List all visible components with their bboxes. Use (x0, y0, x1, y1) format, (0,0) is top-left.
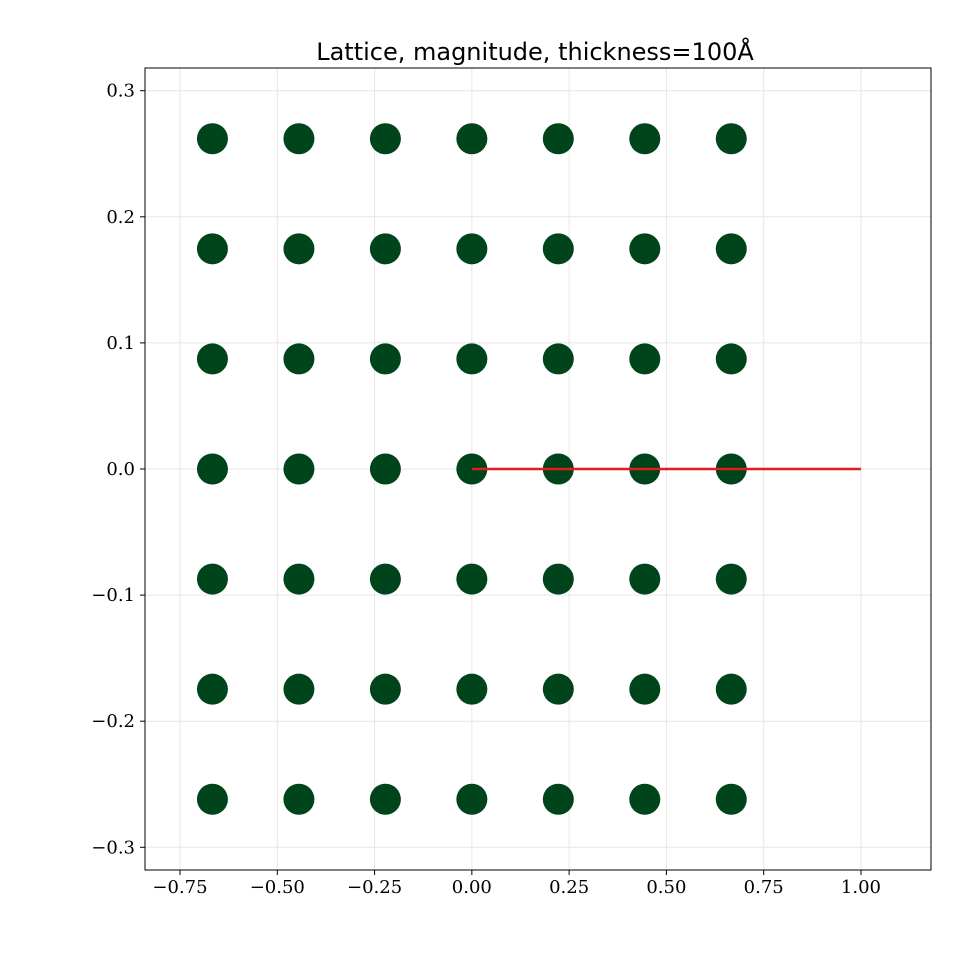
chart-title: Lattice, magnitude, thickness=100Å (316, 37, 754, 66)
lattice-point (283, 233, 315, 265)
lattice-point (456, 233, 488, 265)
x-tick-label: 0.00 (452, 877, 492, 898)
lattice-point (542, 673, 574, 705)
lattice-point (283, 673, 315, 705)
y-tick-label: 0.0 (106, 459, 135, 480)
y-tick-label: 0.3 (106, 81, 135, 102)
lattice-point (196, 453, 228, 485)
lattice-point (456, 123, 488, 155)
lattice-point (283, 343, 315, 375)
lattice-point (629, 563, 661, 595)
lattice-point (369, 673, 401, 705)
lattice-point (283, 123, 315, 155)
y-tick-label: −0.1 (91, 585, 135, 606)
lattice-point (196, 563, 228, 595)
lattice-point (196, 783, 228, 815)
lattice-point (715, 783, 747, 815)
lattice-point (456, 343, 488, 375)
lattice-point (196, 123, 228, 155)
lattice-point (369, 343, 401, 375)
lattice-point (456, 783, 488, 815)
lattice-point (715, 233, 747, 265)
x-tick-label: 0.50 (646, 877, 686, 898)
lattice-point (542, 233, 574, 265)
lattice-point (715, 673, 747, 705)
lattice-point (283, 453, 315, 485)
lattice-point (369, 233, 401, 265)
y-tick-label: −0.3 (91, 837, 135, 858)
lattice-point (369, 453, 401, 485)
lattice-point (542, 563, 574, 595)
x-tick-label: 0.25 (549, 877, 589, 898)
lattice-point (369, 783, 401, 815)
lattice-point (629, 343, 661, 375)
lattice-point (542, 783, 574, 815)
lattice-point (369, 123, 401, 155)
x-tick-label: 0.75 (744, 877, 784, 898)
lattice-point (629, 123, 661, 155)
axis-ticks: −0.75 −0.50 −0.25 0.00 0.25 0.50 0.75 1.00 0.3 0.… (91, 81, 881, 898)
lattice-point (196, 673, 228, 705)
lattice-point (715, 343, 747, 375)
x-tick-label: 1.00 (841, 877, 881, 898)
lattice-point (542, 123, 574, 155)
lattice-point (456, 673, 488, 705)
x-tick-label: −0.75 (152, 877, 207, 898)
y-tick-label: 0.2 (106, 207, 135, 228)
lattice-point (196, 343, 228, 375)
lattice-point (196, 233, 228, 265)
lattice-point (456, 563, 488, 595)
lattice-point (542, 343, 574, 375)
y-tick-label: 0.1 (106, 333, 135, 354)
lattice-point (283, 783, 315, 815)
lattice-point (715, 123, 747, 155)
x-tick-label: −0.25 (347, 877, 402, 898)
lattice-point (629, 673, 661, 705)
y-tick-label: −0.2 (91, 711, 135, 732)
x-tick-label: −0.50 (250, 877, 305, 898)
lattice-point (629, 233, 661, 265)
lattice-point (283, 563, 315, 595)
lattice-point (369, 563, 401, 595)
lattice-point (715, 563, 747, 595)
lattice-point (629, 783, 661, 815)
